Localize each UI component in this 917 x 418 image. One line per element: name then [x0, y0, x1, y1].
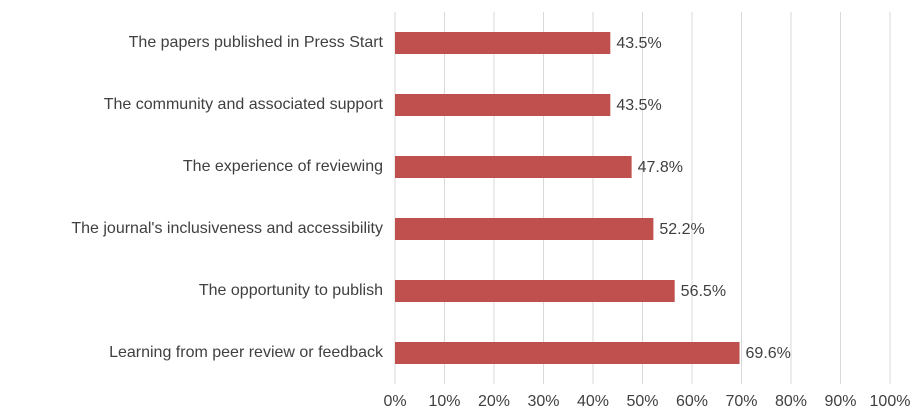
x-tick-label: 70%	[725, 393, 757, 410]
bar	[395, 342, 740, 364]
data-label: 56.5%	[681, 283, 726, 300]
y-tick-label: The community and associated support	[104, 96, 384, 113]
bar	[395, 32, 611, 54]
y-tick-label: The papers published in Press Start	[129, 34, 384, 51]
x-tick-label: 80%	[775, 393, 807, 410]
data-label: 47.8%	[638, 159, 683, 176]
data-label: 43.5%	[616, 97, 661, 114]
y-tick-label: The experience of reviewing	[183, 158, 383, 175]
bar	[395, 218, 654, 240]
x-tick-label: 10%	[428, 393, 460, 410]
y-tick-label: The opportunity to publish	[199, 282, 383, 299]
bar	[395, 94, 611, 116]
x-tick-label: 90%	[824, 393, 856, 410]
data-label: 52.2%	[659, 221, 704, 238]
bar	[395, 280, 675, 302]
y-tick-label: Learning from peer review or feedback	[109, 344, 384, 361]
x-tick-label: 20%	[478, 393, 510, 410]
x-tick-label: 60%	[676, 393, 708, 410]
x-tick-label: 100%	[870, 393, 911, 410]
x-tick-label: 50%	[626, 393, 658, 410]
x-tick-label: 0%	[383, 393, 406, 410]
x-tick-label: 30%	[527, 393, 559, 410]
data-label: 69.6%	[746, 345, 791, 362]
y-tick-label: The journal's inclusiveness and accessib…	[71, 220, 383, 237]
x-tick-label: 40%	[577, 393, 609, 410]
bar	[395, 156, 632, 178]
data-label: 43.5%	[616, 35, 661, 52]
